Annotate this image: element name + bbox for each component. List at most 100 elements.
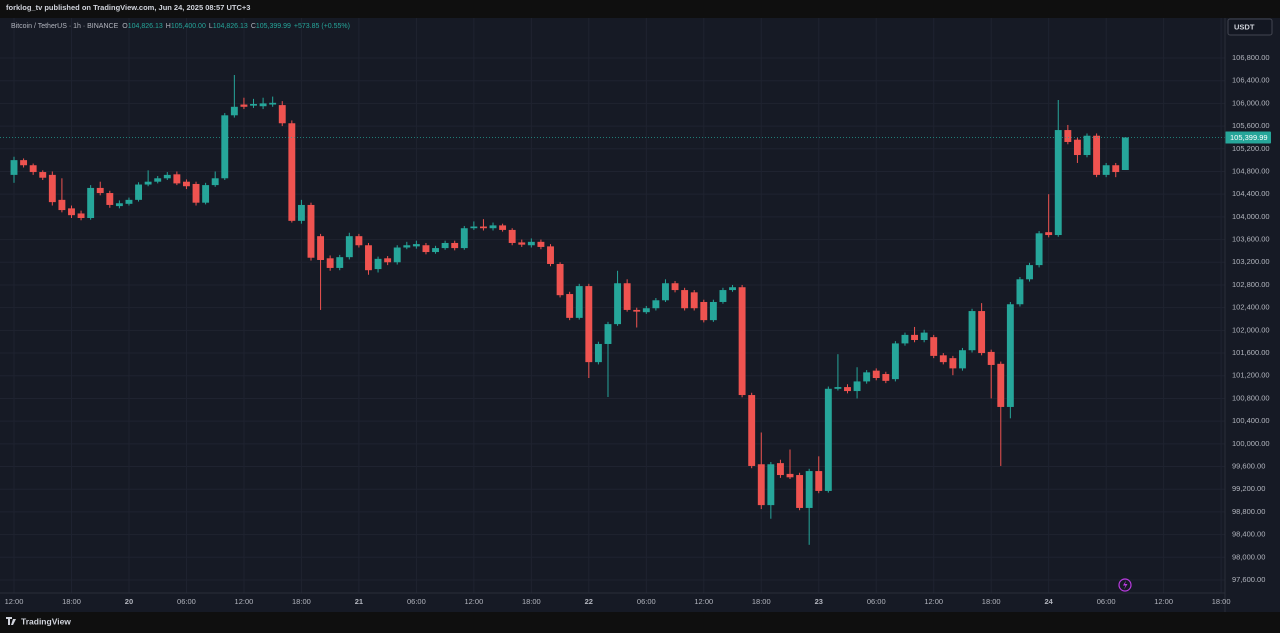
y-tick-label: 102,800.00	[1232, 280, 1270, 289]
y-tick-label: 105,600.00	[1232, 121, 1270, 130]
x-tick-label: 12:00	[235, 597, 254, 606]
candle-body	[384, 258, 392, 263]
candle-body	[106, 193, 114, 205]
candle-body	[805, 471, 813, 508]
candle-body	[537, 241, 545, 247]
legend-key: L	[209, 23, 213, 30]
brand-name[interactable]: TradingView	[21, 616, 71, 626]
y-tick-label: 97,600.00	[1232, 575, 1265, 584]
legend-value: 104,826.13	[128, 23, 163, 30]
brand[interactable]: TradingView	[6, 616, 71, 626]
x-tick-label: 06:00	[1097, 597, 1116, 606]
x-tick-label: 23	[815, 597, 823, 606]
y-tick-label: 98,400.00	[1232, 530, 1265, 539]
x-tick-label: 12:00	[464, 597, 483, 606]
candle-body	[489, 225, 497, 229]
candle-body	[911, 334, 919, 340]
y-tick-label: 98,000.00	[1232, 552, 1265, 561]
candle-body	[288, 123, 296, 221]
candle-body	[585, 286, 593, 363]
candle-body	[891, 343, 899, 380]
y-tick-label: 100,800.00	[1232, 393, 1270, 402]
candle-body	[719, 290, 727, 302]
candle-body	[930, 337, 938, 356]
alert-circle[interactable]	[1118, 578, 1132, 592]
candle-body	[115, 203, 123, 207]
legend-line: Bitcoin / TetherUS · 1h · BINANCE O104,82…	[11, 23, 350, 30]
candle-body	[1016, 279, 1024, 305]
candle-body	[518, 242, 526, 245]
legend-value: 105,400.00	[171, 23, 206, 30]
candle-body	[96, 187, 104, 194]
y-tick-label: 101,200.00	[1232, 371, 1270, 380]
currency-button-frame[interactable]	[1227, 18, 1273, 36]
y-tick-label: 106,800.00	[1232, 53, 1270, 62]
legend-change: +573.85 (+0.55%)	[294, 23, 350, 30]
candle-body	[642, 308, 650, 313]
candle-body	[336, 257, 344, 268]
x-tick-label: 18:00	[522, 597, 541, 606]
candle-body	[796, 475, 804, 508]
candle-body	[844, 387, 851, 392]
y-tick-label: 102,000.00	[1232, 325, 1270, 334]
x-tick-label: 12:00	[5, 597, 24, 606]
candle-body	[125, 199, 133, 204]
candle-body	[997, 363, 1005, 407]
candle-body	[767, 464, 775, 506]
candle-body	[451, 242, 459, 249]
candle-body	[307, 204, 315, 258]
candle-body	[556, 263, 564, 296]
y-tick-label: 103,200.00	[1232, 257, 1270, 266]
y-tick-label: 104,400.00	[1232, 189, 1270, 198]
y-tick-label: 102,400.00	[1232, 303, 1270, 312]
candle-body	[326, 258, 334, 268]
candle-body	[815, 471, 823, 491]
candle-body	[681, 290, 689, 309]
candle-body	[652, 300, 660, 309]
currency-button[interactable]: USDT	[1227, 18, 1273, 36]
alert-icon[interactable]	[1118, 578, 1132, 592]
candle-body	[566, 294, 574, 318]
y-tick-label: 104,000.00	[1232, 212, 1270, 221]
candle-body	[441, 242, 449, 249]
candle-body	[690, 292, 698, 309]
candle-body	[48, 174, 56, 203]
candle-body	[834, 387, 842, 389]
candle-body	[58, 199, 66, 211]
candle-body	[978, 311, 986, 354]
currency-button-label[interactable]: USDT	[1234, 22, 1255, 31]
brand-logo[interactable]	[6, 617, 16, 625]
x-tick-label: 18:00	[1212, 597, 1231, 606]
candle-body	[393, 247, 401, 263]
alert-bolt[interactable]	[1123, 580, 1128, 590]
candle-body	[987, 351, 995, 365]
candle-body	[700, 301, 708, 321]
candle-body	[374, 258, 382, 270]
candle-body	[623, 283, 631, 310]
candle-body	[748, 395, 756, 466]
candle-body	[1083, 135, 1091, 156]
candle-body	[221, 115, 229, 179]
candle-body	[163, 174, 171, 179]
symbol: Bitcoin / TetherUS · 1h · BINANCE	[11, 23, 119, 30]
y-tick-label: 105,200.00	[1232, 144, 1270, 153]
overlay: 105,399.99	[0, 131, 1271, 144]
candle-body	[240, 104, 248, 107]
candle-body	[278, 105, 286, 124]
candle-body	[729, 287, 736, 291]
candle-body	[355, 236, 363, 246]
legend-key: C	[251, 23, 256, 30]
chart-background	[0, 18, 1280, 612]
candle-body	[135, 184, 142, 200]
candle-body	[460, 228, 468, 249]
candle-body	[594, 343, 602, 363]
candle-body	[365, 245, 372, 271]
candle-body	[968, 311, 976, 351]
candle-body	[87, 187, 95, 219]
candle-body	[872, 370, 880, 379]
candle-body	[154, 178, 162, 182]
candle-body	[183, 181, 190, 187]
candle-body	[499, 225, 507, 230]
x-tick-label: 22	[585, 597, 593, 606]
y-tick-label: 106,000.00	[1232, 98, 1270, 107]
